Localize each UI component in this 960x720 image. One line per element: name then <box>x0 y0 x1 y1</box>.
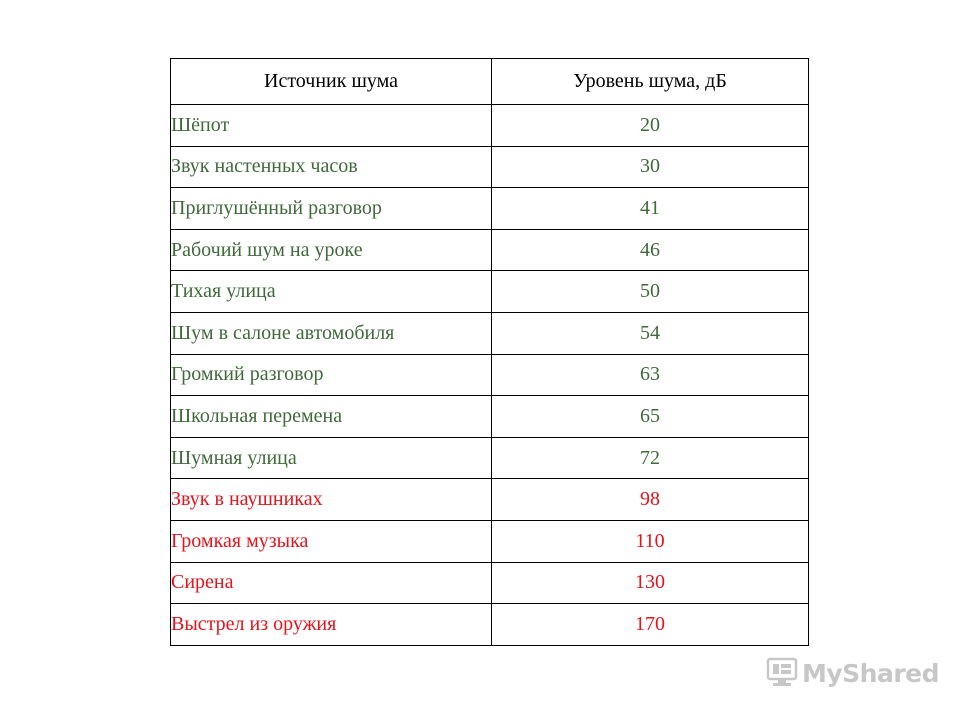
noise-level-cell: 54 <box>491 311 809 355</box>
table-row: Тихая улица 50 <box>170 270 809 313</box>
noise-source-cell: Звук в наушниках <box>170 478 492 521</box>
header-noise-source: Источник шума <box>170 58 492 105</box>
noise-level-cell: 110 <box>491 519 809 563</box>
noise-level-cell: 63 <box>491 353 809 397</box>
noise-source-cell: Школьная перемена <box>170 395 492 438</box>
noise-source-cell: Шум в салоне автомобиля <box>170 311 492 355</box>
table-row: Приглушённый разговор 41 <box>170 187 809 230</box>
noise-source-cell: Шумная улица <box>170 436 492 480</box>
noise-level-cell: 72 <box>491 436 809 480</box>
noise-level-cell: 41 <box>491 187 809 230</box>
watermark-text: MyShared <box>802 658 940 688</box>
header-noise-level: Уровень шума, дБ <box>491 58 809 105</box>
noise-source-cell: Выстрел из оружия <box>170 603 492 646</box>
noise-level-table: Источник шума Уровень шума, дБ Шёпот 20 Зв… <box>170 58 809 646</box>
noise-source-cell: Громкий разговор <box>170 353 492 397</box>
table-row: Шум в салоне автомобиля 54 <box>170 311 809 355</box>
table-header-row: Источник шума Уровень шума, дБ <box>170 58 809 105</box>
noise-level-cell: 170 <box>491 603 809 646</box>
noise-source-cell: Громкая музыка <box>170 519 492 563</box>
noise-source-cell: Рабочий шум на уроке <box>170 228 492 272</box>
noise-source-cell: Приглушённый разговор <box>170 187 492 230</box>
myshared-watermark: MyShared <box>766 655 940 691</box>
noise-source-cell: Звук настенных часов <box>170 145 492 189</box>
noise-source-cell: Шёпот <box>170 104 492 147</box>
table-row: Звук настенных часов 30 <box>170 145 809 189</box>
table-body: Шёпот 20 Звук настенных часов 30 Приглушённы… <box>170 104 809 646</box>
noise-level-cell: 65 <box>491 395 809 438</box>
table-row: Выстрел из оружия 170 <box>170 603 809 646</box>
noise-level-cell: 50 <box>491 270 809 313</box>
mushroom-logo-icon <box>766 657 798 686</box>
noise-source-cell: Тихая улица <box>170 270 492 313</box>
noise-level-cell: 30 <box>491 145 809 189</box>
table-row: Громкий разговор 63 <box>170 353 809 397</box>
noise-level-cell: 98 <box>491 478 809 521</box>
table-row: Рабочий шум на уроке 46 <box>170 228 809 272</box>
table-row: Шёпот 20 <box>170 104 809 147</box>
table-row: Громкая музыка 110 <box>170 519 809 563</box>
table-row: Звук в наушниках 98 <box>170 478 809 521</box>
noise-level-cell: 20 <box>491 104 809 147</box>
noise-source-cell: Сирена <box>170 561 492 605</box>
noise-level-cell: 130 <box>491 561 809 605</box>
table-row: Шумная улица 72 <box>170 436 809 480</box>
noise-level-cell: 46 <box>491 228 809 272</box>
table-row: Школьная перемена 65 <box>170 395 809 438</box>
table-row: Сирена 130 <box>170 561 809 605</box>
